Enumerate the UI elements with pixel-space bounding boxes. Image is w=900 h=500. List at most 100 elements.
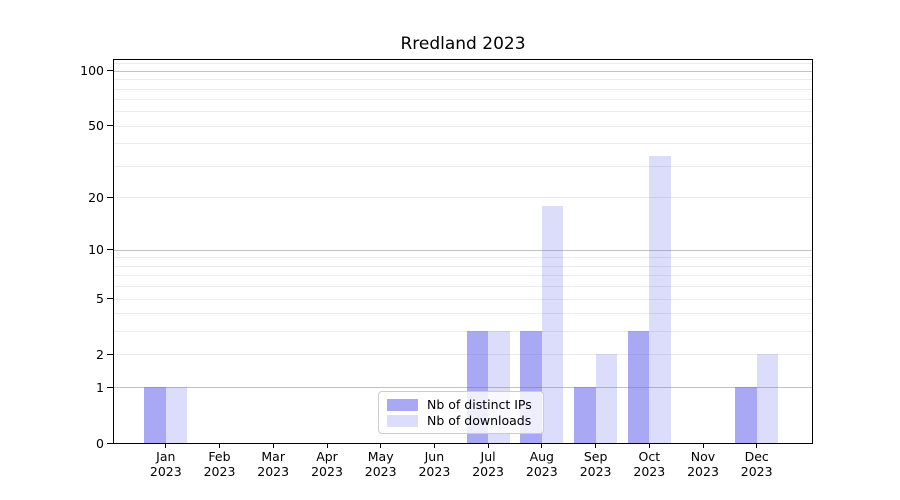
bar-downloads-oct	[649, 156, 671, 443]
x-tick-label-line: Jan	[156, 449, 176, 464]
bar-downloads-jan	[165, 387, 188, 443]
x-tick-label-line: Oct	[638, 449, 661, 464]
y-tick-label: 20	[88, 189, 104, 205]
x-tick-label-line: 2023	[740, 463, 773, 479]
x-tick-label-line: 2023	[579, 463, 612, 479]
x-tick-mark	[756, 443, 758, 448]
y-tick-label: 100	[80, 63, 104, 79]
minor-gridline	[114, 125, 812, 127]
x-tick-label-line: 2023	[633, 463, 666, 479]
legend-item-downloads: Nb of downloads	[387, 413, 535, 428]
major-gridline	[114, 249, 812, 251]
x-tick-mark	[648, 443, 650, 448]
y-tick-mark	[107, 70, 113, 72]
x-tick-label-line: Dec	[744, 449, 769, 464]
chart-title: Rredland 2023	[400, 34, 526, 54]
x-tick-label: Apr 2023	[295, 449, 359, 479]
legend-swatch-downloads	[387, 414, 418, 427]
x-tick-label-line: 2023	[257, 463, 290, 479]
legend-label-ips: Nb of distinct IPs	[427, 397, 532, 412]
y-tick-label: 50	[88, 118, 104, 134]
x-tick-label: Sep 2023	[564, 449, 628, 479]
legend-item-ips: Nb of distinct IPs	[387, 397, 535, 412]
gridlines-layer	[114, 60, 812, 443]
x-tick-label: Nov 2023	[671, 449, 735, 479]
minor-gridline	[114, 286, 812, 287]
bar-ips-oct	[627, 331, 650, 443]
legend-swatch-ips	[387, 398, 418, 411]
x-tick-label: Dec 2023	[725, 449, 789, 479]
x-tick-label-line: Feb	[208, 449, 231, 464]
legend-label-downloads: Nb of downloads	[427, 413, 532, 428]
x-tick-label-line: 2023	[525, 463, 558, 479]
y-tick-mark	[107, 125, 113, 127]
x-tick-mark	[165, 443, 167, 448]
x-tick-mark	[595, 443, 597, 448]
minor-gridline	[114, 79, 812, 81]
minor-gridline	[114, 197, 812, 199]
bar-downloads-aug	[541, 205, 564, 443]
y-tick-label: 0	[96, 435, 104, 451]
y-tick-mark	[107, 249, 113, 251]
minor-gridline	[114, 166, 812, 167]
x-tick-mark	[487, 443, 489, 448]
x-tick-label: Jul 2023	[456, 449, 520, 479]
y-tick-mark	[107, 353, 113, 355]
x-tick-label-line: 2023	[472, 463, 504, 479]
y-tick-mark	[107, 196, 113, 198]
x-tick-label-line: 2023	[311, 463, 343, 479]
x-tick-label-line: Aug	[529, 449, 554, 464]
major-gridline	[114, 70, 812, 72]
x-tick-label-line: 2023	[418, 463, 451, 479]
y-tick-mark	[107, 442, 113, 444]
minor-gridline	[114, 275, 812, 277]
x-tick-label-line: Nov	[690, 449, 716, 464]
x-tick-mark	[272, 443, 274, 448]
minor-gridline	[114, 257, 812, 259]
x-tick-mark	[433, 443, 435, 448]
y-tick-label: 1	[96, 379, 104, 395]
bar-ips-dec	[735, 387, 757, 443]
bar-downloads-dec	[756, 354, 779, 443]
x-tick-label-line: Mar	[261, 449, 285, 464]
x-tick-label-line: 2023	[149, 463, 182, 479]
y-tick-mark	[107, 386, 113, 388]
minor-gridline	[114, 331, 812, 333]
bar-ips-jan	[144, 387, 166, 443]
x-tick-label-line: May	[367, 449, 394, 464]
minor-gridline	[114, 298, 812, 300]
x-tick-label-line: 2023	[687, 463, 719, 479]
minor-gridline	[114, 354, 812, 356]
y-tick-label: 2	[96, 346, 104, 362]
minor-gridline	[114, 313, 812, 315]
x-tick-mark	[541, 443, 543, 448]
x-tick-mark	[326, 443, 328, 448]
minor-gridline	[114, 265, 812, 267]
x-tick-label: Jan 2023	[134, 449, 198, 479]
bar-downloads-sep	[595, 354, 618, 443]
x-tick-label: Feb 2023	[188, 449, 252, 479]
x-tick-label-line: 2023	[203, 463, 236, 479]
minor-gridline	[114, 63, 812, 65]
x-tick-label: Jun 2023	[402, 449, 466, 479]
x-tick-mark	[702, 443, 704, 448]
x-tick-label: Aug 2023	[510, 449, 574, 479]
bar-ips-sep	[574, 387, 596, 443]
x-tick-label: Mar 2023	[241, 449, 305, 479]
x-tick-label-line: Sep	[583, 449, 608, 464]
minor-gridline	[114, 111, 812, 113]
y-tick-label: 5	[96, 291, 104, 306]
minor-gridline	[114, 143, 812, 145]
y-tick-mark	[107, 298, 113, 299]
axes-layer: 0 1 2 5 10 20 50 100 Jan 2023 Feb 2023 Mar 2023 Apr 202…	[80, 60, 812, 478]
x-tick-label-line: Apr	[316, 449, 338, 464]
x-tick-label-line: Jul	[480, 449, 496, 464]
x-tick-label: May 2023	[349, 449, 413, 479]
x-tick-label-line: 2023	[364, 463, 397, 479]
y-tick-label: 10	[88, 242, 104, 258]
x-tick-mark	[219, 443, 220, 448]
x-tick-label: Oct 2023	[617, 449, 681, 479]
x-tick-label-line: Jun	[424, 449, 445, 464]
major-gridline	[114, 387, 812, 389]
